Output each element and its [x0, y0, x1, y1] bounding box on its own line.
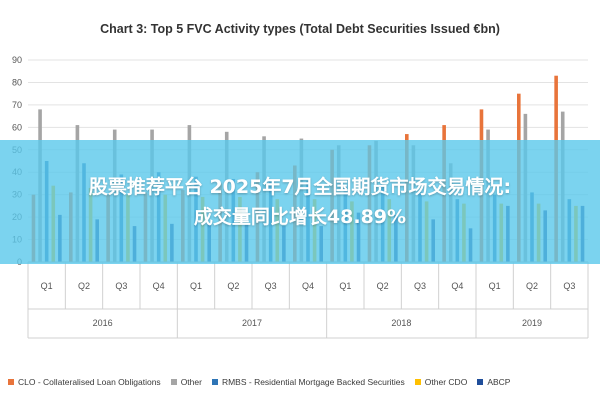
- x-tick-label: Q2: [227, 281, 239, 291]
- legend-swatch: [8, 379, 14, 385]
- legend-label: RMBS - Residential Mortgage Backed Secur…: [221, 377, 405, 387]
- x-tick-label: Q4: [302, 281, 314, 291]
- legend-item: RMBS - Residential Mortgage Backed Secur…: [211, 377, 405, 387]
- year-label: 2017: [242, 318, 262, 328]
- legend-swatch: [170, 379, 177, 385]
- legend-swatch: [477, 379, 484, 385]
- x-tick-label: Q2: [78, 281, 90, 291]
- legend-item: CLO - Collateralised Loan Obligations: [8, 377, 161, 387]
- legend-item: Other: [170, 377, 202, 387]
- x-tick-label: Q3: [265, 281, 277, 291]
- x-tick-label: Q4: [451, 281, 463, 291]
- legend-label: Other CDO: [424, 377, 468, 387]
- x-tick-label: Q2: [377, 281, 389, 291]
- legend-label: ABCP: [487, 377, 511, 387]
- overlay-line-2: 成交量同比增长48.89%: [193, 206, 407, 228]
- legend-label: Other: [180, 377, 202, 387]
- legend-swatch: [414, 379, 421, 385]
- y-tick-label: 80: [12, 77, 22, 87]
- y-tick-label: 90: [12, 55, 22, 65]
- x-tick-label: Q1: [41, 281, 53, 291]
- x-tick-label: Q3: [563, 281, 575, 291]
- legend: CLO - Collateralised Loan Obligations Oth…: [8, 372, 596, 392]
- x-tick-label: Q4: [153, 281, 165, 291]
- y-tick-label: 70: [12, 100, 22, 110]
- y-tick-label: 60: [12, 122, 22, 132]
- x-tick-label: Q3: [414, 281, 426, 291]
- overlay-line-1: 股票推荐平台 2025年7月全国期货市场交易情况:: [88, 176, 512, 198]
- year-label: 2018: [391, 318, 411, 328]
- x-axis: Q1 Q2 Q3 Q4 Q1 Q2 Q3 Q4 Q1 Q2 Q3 Q4 Q1 Q2 Q3 2016 2017 20…: [27, 261, 589, 339]
- legend-label: CLO - Collateralised Loan Obligations: [18, 377, 161, 387]
- x-tick-label: Q1: [489, 281, 501, 291]
- year-label: 2019: [522, 318, 542, 328]
- overlay-banner: 股票推荐平台 2025年7月全国期货市场交易情况: 成交量同比增长48.89%: [0, 140, 600, 264]
- legend-item: Other CDO: [414, 377, 468, 387]
- x-tick-label: Q1: [190, 281, 202, 291]
- year-label: 2016: [93, 318, 113, 328]
- x-tick-label: Q2: [526, 281, 538, 291]
- x-tick-label: Q1: [339, 281, 351, 291]
- x-tick-label: Q3: [115, 281, 127, 291]
- legend-swatch: [211, 379, 218, 385]
- legend-item: ABCP: [477, 377, 510, 387]
- chart-title: Chart 3: Top 5 FVC Activity types (Total…: [100, 22, 500, 36]
